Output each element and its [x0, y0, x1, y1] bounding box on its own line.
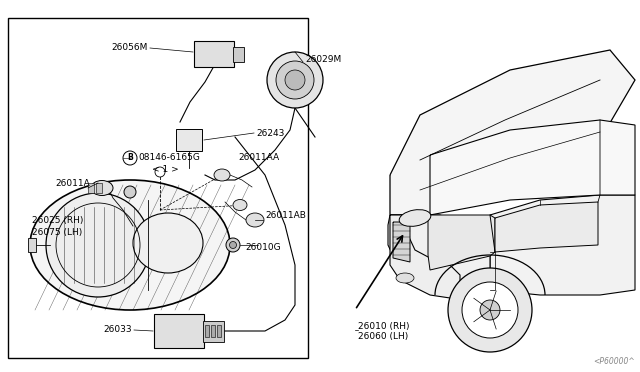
Text: 26033: 26033 [104, 326, 132, 334]
FancyBboxPatch shape [202, 321, 223, 341]
Circle shape [276, 61, 314, 99]
Circle shape [124, 186, 136, 198]
Ellipse shape [246, 213, 264, 227]
Circle shape [462, 282, 518, 338]
Bar [211, 325, 215, 337]
Text: 26056M: 26056M [111, 44, 148, 52]
PathPatch shape [495, 202, 598, 252]
Bar [217, 325, 221, 337]
Circle shape [267, 52, 323, 108]
PathPatch shape [393, 222, 410, 262]
Ellipse shape [30, 180, 230, 310]
Bar [8, 18, 308, 358]
Circle shape [46, 193, 150, 297]
Bar [205, 325, 209, 337]
Text: 26011AB: 26011AB [265, 211, 306, 219]
FancyBboxPatch shape [176, 129, 202, 151]
Text: 26243: 26243 [256, 128, 284, 138]
Ellipse shape [133, 213, 203, 273]
Ellipse shape [399, 210, 431, 226]
PathPatch shape [430, 120, 635, 215]
Circle shape [448, 268, 532, 352]
PathPatch shape [490, 195, 635, 295]
FancyBboxPatch shape [154, 314, 204, 348]
Text: 26010 (RH): 26010 (RH) [358, 321, 410, 330]
Bar [88, 183, 94, 193]
Ellipse shape [91, 180, 113, 196]
Text: 26075 (LH): 26075 (LH) [32, 228, 83, 237]
Ellipse shape [214, 169, 230, 181]
Circle shape [230, 241, 237, 248]
Text: 26060 (LH): 26060 (LH) [358, 333, 408, 341]
Bar [96, 183, 102, 193]
Ellipse shape [396, 273, 414, 283]
Text: <P60000^: <P60000^ [593, 357, 635, 366]
Text: < 1 >: < 1 > [152, 166, 179, 174]
Bar [28, 238, 36, 252]
PathPatch shape [388, 215, 490, 285]
Text: 26025 (RH): 26025 (RH) [32, 215, 83, 224]
Circle shape [480, 300, 500, 320]
Text: B: B [127, 154, 133, 163]
Circle shape [285, 70, 305, 90]
FancyBboxPatch shape [232, 46, 243, 61]
Text: 26011A: 26011A [55, 179, 90, 187]
Text: 26011AA: 26011AA [238, 154, 279, 163]
PathPatch shape [390, 215, 460, 298]
Circle shape [226, 238, 240, 252]
Text: 26029M: 26029M [305, 55, 341, 64]
FancyBboxPatch shape [194, 41, 234, 67]
PathPatch shape [428, 215, 495, 270]
Circle shape [155, 167, 165, 177]
PathPatch shape [390, 50, 635, 215]
Text: 08146-6165G: 08146-6165G [138, 154, 200, 163]
Circle shape [123, 151, 137, 165]
Text: 26010G: 26010G [245, 244, 280, 253]
Ellipse shape [233, 199, 247, 211]
